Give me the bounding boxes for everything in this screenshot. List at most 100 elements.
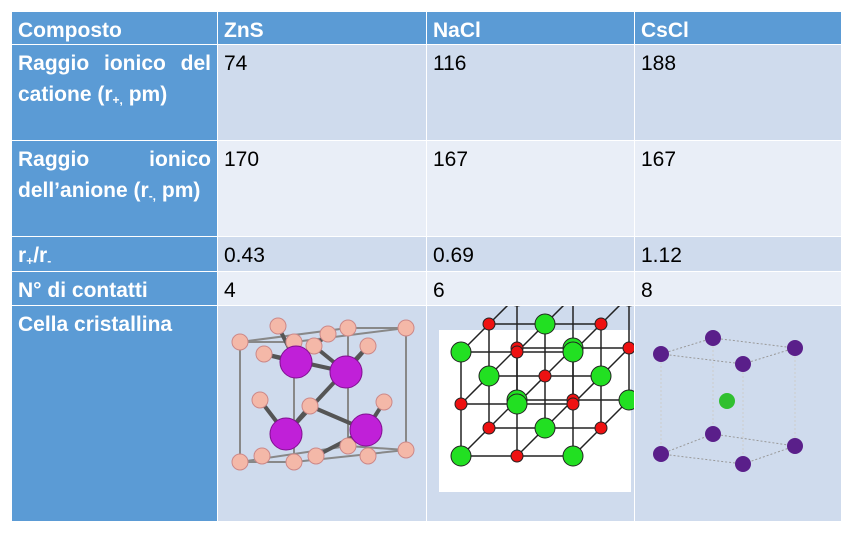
value-cell: 116	[427, 45, 634, 140]
bond	[742, 445, 796, 465]
atom	[787, 438, 803, 454]
bond	[347, 445, 407, 451]
subscript: -	[47, 254, 52, 268]
value-cell: 188	[635, 45, 841, 140]
atom	[482, 317, 496, 331]
atom	[562, 445, 584, 467]
atom	[510, 345, 524, 359]
value-cell	[635, 306, 841, 521]
bond	[660, 337, 714, 355]
label-text: N° di contatti	[18, 279, 148, 302]
atom	[301, 397, 319, 415]
atom	[594, 421, 608, 435]
atom	[305, 337, 323, 355]
row-label: N° di contatti	[12, 272, 217, 305]
bond	[742, 347, 796, 365]
atom	[735, 356, 751, 372]
label-text: /r	[33, 244, 48, 267]
bond	[488, 306, 509, 325]
atom	[506, 393, 528, 415]
value-cell: 167	[635, 141, 841, 236]
bond	[660, 453, 744, 465]
atom	[339, 319, 357, 337]
subscript: -,	[148, 189, 157, 203]
value-cell: 4	[218, 272, 426, 305]
label-text: pm)	[122, 83, 168, 106]
atom	[705, 426, 721, 442]
atom	[450, 341, 472, 363]
atom	[397, 441, 415, 459]
atom	[329, 355, 363, 389]
atom	[653, 446, 669, 462]
atom	[269, 317, 287, 335]
label-text: Cella cristallina	[18, 313, 173, 336]
row-label: Raggio ionico del catione (r+, pm)	[12, 45, 217, 140]
value-cell	[218, 306, 426, 521]
atom	[454, 397, 468, 411]
value-cell: 0.69	[427, 237, 634, 271]
atom	[594, 317, 608, 331]
header-cell: Composto	[12, 12, 217, 44]
atom	[562, 341, 584, 363]
atom	[482, 421, 496, 435]
atom	[375, 393, 393, 411]
value-cell	[427, 306, 634, 521]
atom	[590, 365, 612, 387]
bond	[712, 337, 796, 349]
atom	[787, 340, 803, 356]
bond	[600, 306, 621, 325]
value-cell: 8	[635, 272, 841, 305]
bond	[660, 433, 714, 455]
row-label: Raggio ionico dell’anione (r-, pm)	[12, 141, 217, 236]
atom	[359, 447, 377, 465]
atom	[231, 333, 249, 351]
atom	[231, 453, 249, 471]
header-cell: ZnS	[218, 12, 426, 44]
value-cell: 1.12	[635, 237, 841, 271]
atom	[359, 337, 377, 355]
bond	[712, 433, 796, 447]
atom	[285, 453, 303, 471]
atom	[510, 449, 524, 463]
label-text: Raggio ionico dell’anione (r	[18, 148, 211, 202]
subscript: +,	[112, 93, 123, 107]
atom	[339, 437, 357, 455]
atom	[735, 456, 751, 472]
atom	[349, 413, 383, 447]
atom	[269, 417, 303, 451]
header-cell: CsCl	[635, 12, 841, 44]
atom	[397, 319, 415, 337]
value-cell: 167	[427, 141, 634, 236]
label-text: Raggio ionico del catione (r	[18, 52, 211, 106]
crystal-illustration	[653, 330, 803, 472]
value-cell: 74	[218, 45, 426, 140]
atom	[279, 345, 313, 379]
row-label: r+/r-	[12, 237, 217, 271]
crystal-illustration	[439, 306, 634, 492]
atom	[478, 365, 500, 387]
atom	[251, 391, 269, 409]
value-cell: 6	[427, 272, 634, 305]
atom	[319, 325, 337, 343]
label-text: pm)	[156, 179, 201, 202]
atom	[719, 393, 735, 409]
header-cell: NaCl	[427, 12, 634, 44]
label-text: r	[18, 244, 27, 267]
subscript: +	[26, 254, 34, 268]
atom	[566, 397, 580, 411]
row-label: Cella cristallina	[12, 306, 217, 521]
value-cell: 0.43	[218, 237, 426, 271]
atom	[705, 330, 721, 346]
crystal-illustration	[231, 317, 415, 471]
atom	[653, 346, 669, 362]
atom	[538, 369, 552, 383]
atom	[253, 447, 271, 465]
atom	[622, 341, 634, 355]
bond	[660, 353, 744, 365]
atom	[450, 445, 472, 467]
table: Composto ZnS NaCl CsCl Raggio ionico del cat…	[12, 12, 842, 523]
atom	[255, 345, 273, 363]
atom	[534, 417, 556, 439]
value-cell: 170	[218, 141, 426, 236]
